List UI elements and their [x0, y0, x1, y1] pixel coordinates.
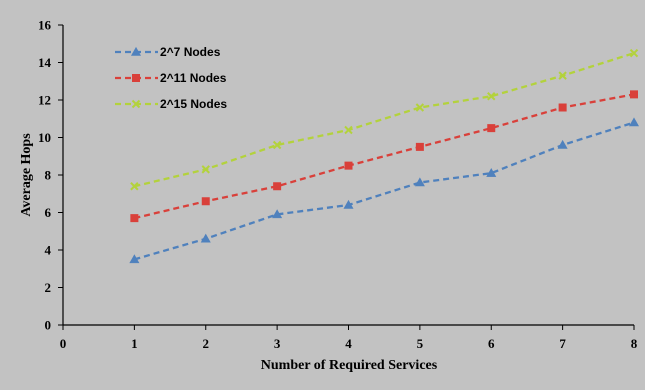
x-tick-label: 1 — [131, 336, 138, 351]
marker-stroke — [130, 182, 139, 191]
data-point — [129, 254, 140, 264]
y-tick-label: 8 — [45, 168, 52, 183]
x-axis-title: Number of Required Services — [261, 358, 438, 373]
legend-item-1: 2^7 Nodes — [115, 45, 221, 59]
data-point — [343, 199, 354, 209]
data-point — [557, 139, 568, 149]
data-point — [130, 214, 139, 223]
marker-stroke — [629, 48, 639, 58]
marker-stroke — [415, 103, 425, 112]
data-point — [629, 48, 639, 58]
x-tick-label: 4 — [345, 336, 352, 351]
y-tick-label: 10 — [38, 130, 51, 145]
data-point — [628, 117, 640, 127]
legend-label: 2^15 Nodes — [160, 97, 227, 111]
marker-stroke — [487, 92, 496, 101]
series-3 — [130, 48, 639, 191]
legend-marker — [132, 74, 140, 82]
legend-marker — [130, 46, 142, 56]
data-point — [487, 124, 496, 133]
data-point — [558, 103, 567, 112]
series-line — [134, 121, 635, 261]
data-point — [558, 71, 567, 80]
x-tick-label: 2 — [203, 336, 210, 351]
x-tick-label: 6 — [488, 336, 495, 351]
legend: 2^7 Nodes 2^11 Nodes 2^15 Nodes — [115, 45, 227, 111]
marker-stroke — [131, 99, 141, 109]
y-axis-title: Average Hops — [19, 133, 34, 217]
legend-label: 2^11 Nodes — [160, 71, 227, 85]
legend-marker — [131, 99, 141, 109]
data-point — [486, 168, 497, 177]
x-tick-label: 7 — [559, 336, 566, 351]
data-point — [130, 182, 139, 191]
data-point — [200, 233, 211, 243]
y-tick-label: 0 — [45, 318, 52, 333]
legend-item-3: 2^15 Nodes — [115, 97, 227, 111]
legend-item-2: 2^11 Nodes — [115, 71, 227, 85]
y-tick-label: 16 — [38, 18, 52, 33]
x-tick-label: 0 — [60, 336, 67, 351]
legend-label: 2^7 Nodes — [160, 45, 221, 59]
data-point — [201, 165, 210, 174]
data-point — [415, 142, 424, 151]
data-point — [414, 177, 425, 187]
x-tick-label: 5 — [417, 336, 424, 351]
data-point — [487, 92, 496, 101]
data-point — [415, 103, 425, 112]
x-tick-label: 3 — [274, 336, 281, 351]
marker-stroke — [344, 125, 353, 135]
data-point — [272, 140, 282, 150]
series-layer — [129, 48, 640, 264]
data-point — [630, 90, 638, 99]
marker-stroke — [272, 140, 282, 150]
y-tick-label: 14 — [38, 55, 52, 70]
y-tick-label: 4 — [45, 243, 52, 258]
series-line — [134, 52, 635, 188]
data-point — [201, 197, 210, 206]
series-1 — [129, 117, 640, 264]
data-point — [272, 209, 283, 219]
marker-stroke — [201, 165, 210, 174]
data-point — [273, 182, 282, 191]
y-tick-label: 2 — [45, 280, 52, 295]
series-line — [134, 93, 635, 220]
marker-stroke — [558, 71, 567, 80]
data-point — [344, 125, 353, 135]
x-tick-label: 8 — [631, 336, 638, 351]
y-tick-label: 6 — [45, 205, 52, 220]
data-point — [344, 161, 353, 170]
series-2 — [130, 90, 638, 223]
y-tick-label: 12 — [38, 93, 51, 108]
